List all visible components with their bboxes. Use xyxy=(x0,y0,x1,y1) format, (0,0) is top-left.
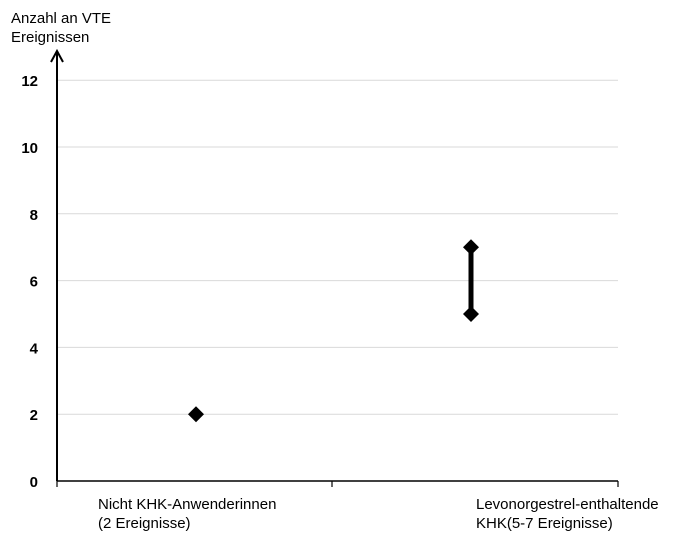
x-category-label-line: Levonorgestrel-enthaltende xyxy=(476,496,659,513)
data-point-diamond xyxy=(188,406,204,423)
data-point-diamond xyxy=(463,239,479,256)
y-axis-label: Anzahl an VTE Ereignissen xyxy=(11,9,111,47)
y-axis-arrow-icon xyxy=(50,48,64,63)
y-tick-label: 8 xyxy=(30,207,38,224)
y-axis-label-line-1: Anzahl an VTE xyxy=(11,10,112,27)
y-axis-label-line-2: Ereignissen xyxy=(11,29,90,46)
y-tick-label: 4 xyxy=(30,340,39,357)
y-tick-label: 10 xyxy=(21,140,38,157)
y-tick-label: 0 xyxy=(30,474,38,491)
x-category-label-nicht-khk: Nicht KHK-Anwenderinnen (2 Ereignisse) xyxy=(98,495,276,533)
y-tick-label: 2 xyxy=(30,407,38,424)
x-category-label-levonorgestrel: Levonorgestrel-enthaltende KHK(5-7 Ereig… xyxy=(476,495,659,533)
x-category-label-line: Nicht KHK-Anwenderinnen xyxy=(98,496,277,513)
y-tick-label: 12 xyxy=(21,73,38,90)
y-tick-label: 6 xyxy=(30,274,38,291)
x-category-label-line: (2 Ereignisse) xyxy=(98,515,191,532)
data-point-diamond xyxy=(463,306,479,322)
x-category-label-line: KHK(5-7 Ereignisse) xyxy=(476,515,613,532)
